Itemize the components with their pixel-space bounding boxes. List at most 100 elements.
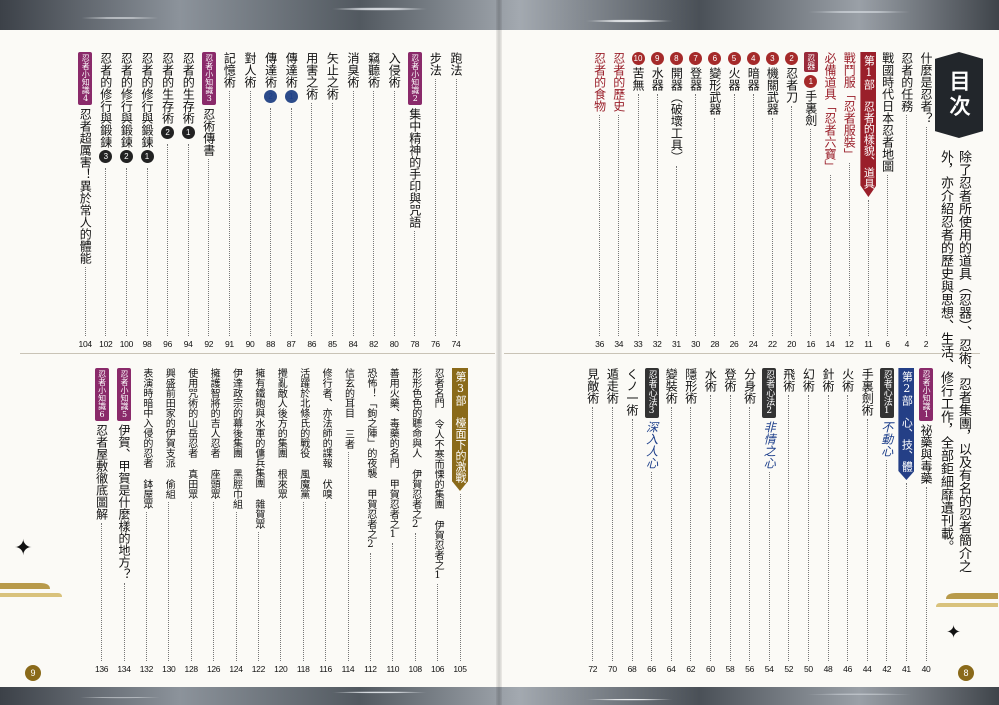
item-number-badge: 10 — [631, 52, 645, 65]
entry-title: 擁有鐵砲與水軍的傭兵集團 雜賀眾 — [252, 368, 264, 529]
part-title: 忍者的樣貌、道具 — [862, 101, 876, 189]
part-header: 第1部 忍者的樣貌、道具 — [860, 52, 877, 197]
toc-entry[interactable]: 分身術 56 — [742, 368, 758, 675]
toc-entry[interactable]: 興盛前田家的伊賀支派 偷組 130 — [161, 368, 177, 675]
toc-entry[interactable]: 表演時暗中入侵的忍者 鉢屋眾 132 — [138, 368, 154, 675]
toc-entry[interactable]: 變裝術 64 — [663, 368, 679, 675]
toc-entry[interactable]: 傳達術 1 87 — [283, 52, 299, 350]
toc-entry[interactable]: 忍者的生存術 1 94 — [180, 52, 196, 350]
toc-entry[interactable]: 6 變形武器 28 — [707, 52, 723, 350]
toc-entry[interactable]: 忍者小知識5 伊賀、甲賀是什麼樣的地方？ 134 — [116, 368, 132, 675]
toc-entry[interactable]: 第1部 忍者的樣貌、道具 11 — [860, 52, 877, 350]
toc-entry[interactable]: 忍者小知識4 忍者超厲害！異於常人的體能 104 — [77, 52, 93, 350]
toc-entry[interactable]: 8 開器（破壞工具） 31 — [668, 52, 684, 350]
toc-entry[interactable]: 傳達術 2 88 — [263, 52, 279, 350]
toc-entry[interactable]: 忍者的修行與鍛鍊 1 98 — [139, 52, 155, 350]
leader-dots — [105, 168, 107, 336]
toc-entry[interactable]: 第2部 心、技、體 41 — [898, 368, 915, 675]
toc-entry[interactable]: 飛術 52 — [781, 368, 797, 675]
toc-entry[interactable]: 忍者的歷史 34 — [611, 52, 627, 350]
toc-entry[interactable]: 跑法 74 — [448, 52, 464, 350]
toc-entry[interactable]: 火術 46 — [840, 368, 856, 675]
page-number: 92 — [204, 339, 214, 349]
leader-dots — [637, 94, 639, 336]
leader-dots — [867, 200, 869, 336]
toc-entry[interactable]: 記憶術 91 — [221, 52, 237, 350]
toc-entry[interactable]: 忍者的任務 4 — [899, 52, 915, 350]
toc-entry[interactable]: 第3部 檯面下的激戰 105 — [452, 368, 468, 675]
toc-entry[interactable]: くノ一術 68 — [624, 368, 640, 675]
toc-entry[interactable]: 必備道具「忍者六寶」 14 — [822, 52, 838, 350]
page-number: 11 — [864, 339, 873, 349]
toc-entry[interactable]: 忍器 1 手裏劍 16 — [803, 52, 819, 350]
toc-entry[interactable]: 10 苦無 33 — [630, 52, 646, 350]
toc-entry[interactable]: 忍者心法1 不動心 42 — [879, 368, 895, 675]
item-number-badge: 4 — [746, 52, 760, 65]
toc-entry[interactable]: 入侵術 80 — [386, 52, 402, 350]
page-number: 134 — [117, 664, 131, 674]
toc-entry[interactable]: 攪亂敵人後方的集團 根來眾 120 — [273, 368, 289, 675]
toc-entry[interactable]: 形形色色的聽命與人 伊賀忍者之2 108 — [407, 368, 423, 675]
leader-dots — [925, 127, 927, 336]
leader-dots — [906, 115, 908, 336]
toc-entry[interactable]: 對人術 90 — [242, 52, 258, 350]
toc-entry[interactable]: 遁走術 70 — [604, 368, 620, 675]
toc-entry[interactable]: 竊聽術 82 — [366, 52, 382, 350]
toc-entry[interactable]: 忍者的食物 36 — [592, 52, 608, 350]
toc-entry[interactable]: 忍者小知識6 忍者屋敷徹底圖解 136 — [94, 368, 110, 675]
toc-entry[interactable]: 7 登器 30 — [688, 52, 704, 350]
toc-entry[interactable]: 忍者心法3 深入人心 66 — [644, 368, 660, 675]
toc-entry[interactable]: 忍者小知識1 祕藥與毒藥 40 — [918, 368, 934, 675]
item-number-badge: 1 — [284, 90, 298, 103]
toc-entry[interactable]: 隱形術 62 — [683, 368, 699, 675]
toc-entry[interactable]: 2 忍者刀 20 — [784, 52, 800, 350]
toc-entry[interactable]: 修行者、亦法師的諜報 伏嗅 116 — [318, 368, 334, 675]
toc-entry[interactable]: 忍者小知識3 忍術傳書 92 — [201, 52, 217, 350]
leader-dots — [714, 118, 716, 336]
toc-entry[interactable]: 戰國時代日本忍者地圖 6 — [880, 52, 896, 350]
page-number: 120 — [274, 664, 288, 674]
page-number: 42 — [882, 664, 892, 674]
toc-entry[interactable]: 忍者名門 令人不寒而慄的集團 伊賀忍者之1 106 — [430, 368, 446, 675]
toc-entry[interactable]: 什麼是忍者？ 2 — [918, 52, 934, 350]
toc-entry[interactable]: 擁有鐵砲與水軍的傭兵集團 雜賀眾 122 — [250, 368, 266, 675]
toc-entry[interactable]: 3 機關武器 22 — [764, 52, 780, 350]
toc-entry[interactable]: 見敵術 72 — [585, 368, 601, 675]
toc-entry[interactable]: 矢止之術 85 — [324, 52, 340, 350]
toc-entry[interactable]: 忍者心法2 非情之心 54 — [761, 368, 777, 675]
toc-entry[interactable]: 4 暗器 24 — [745, 52, 761, 350]
page-number: 36 — [595, 339, 605, 349]
leader-dots — [101, 523, 103, 661]
toc-entry[interactable]: 5 火器 26 — [726, 52, 742, 350]
toc-entry[interactable]: 忍者的生存術 2 96 — [160, 52, 176, 350]
leader-dots — [905, 483, 907, 661]
entry-title: 消臭術 — [346, 52, 360, 88]
toc-entry[interactable]: 信玄的耳目 三者 114 — [340, 368, 356, 675]
toc-entry[interactable]: 忍者的修行與鍛鍊 3 102 — [98, 52, 114, 350]
toc-entry[interactable]: 擁護智將的吉人忍者 座頭眾 126 — [206, 368, 222, 675]
leader-dots — [690, 407, 692, 661]
toc-entry[interactable]: 步法 76 — [427, 52, 443, 350]
page-number: 62 — [686, 664, 696, 674]
toc-entry[interactable]: 戰鬥服「忍者服裝」 12 — [841, 52, 857, 350]
toc-entry[interactable]: 使用咒術的山岳忍者 真田眾 128 — [183, 368, 199, 675]
item-number-badge: 5 — [727, 52, 741, 65]
toc-entry[interactable]: 消臭術 84 — [345, 52, 361, 350]
toc-entry[interactable]: 登術 58 — [722, 368, 738, 675]
toc-entry[interactable]: 伊達政宗的幕後集團 黑脛巾組 124 — [228, 368, 244, 675]
toc-entry[interactable]: 忍者小知識2 集中精神的手印與咒語 78 — [407, 52, 423, 350]
toc-entry[interactable]: 手裏劍術 44 — [859, 368, 875, 675]
page-number: 28 — [710, 339, 720, 349]
entry-title: 必備道具「忍者六寶」 — [823, 52, 837, 172]
toc-entry[interactable]: 針術 48 — [820, 368, 836, 675]
toc-entry[interactable]: 水術 60 — [702, 368, 718, 675]
toc-entry[interactable]: 忍者的修行與鍛鍊 2 100 — [118, 52, 134, 350]
toc-entry[interactable]: 善用火藥、毒藥的名門 甲賀忍者之1 110 — [385, 368, 401, 675]
entry-title: 信玄的耳目 三者 — [342, 368, 354, 449]
toc-entry[interactable]: 幻術 50 — [800, 368, 816, 675]
toc-entry[interactable]: 恐怖！「鉤之陣」的夜襲 甲賀忍者之2 112 — [362, 368, 378, 675]
toc-entry[interactable]: 9 水器 32 — [649, 52, 665, 350]
book-spine — [496, 0, 502, 705]
toc-entry[interactable]: 活躍於北條氏的戰役 風魔黨 118 — [295, 368, 311, 675]
toc-entry[interactable]: 用害之術 86 — [304, 52, 320, 350]
